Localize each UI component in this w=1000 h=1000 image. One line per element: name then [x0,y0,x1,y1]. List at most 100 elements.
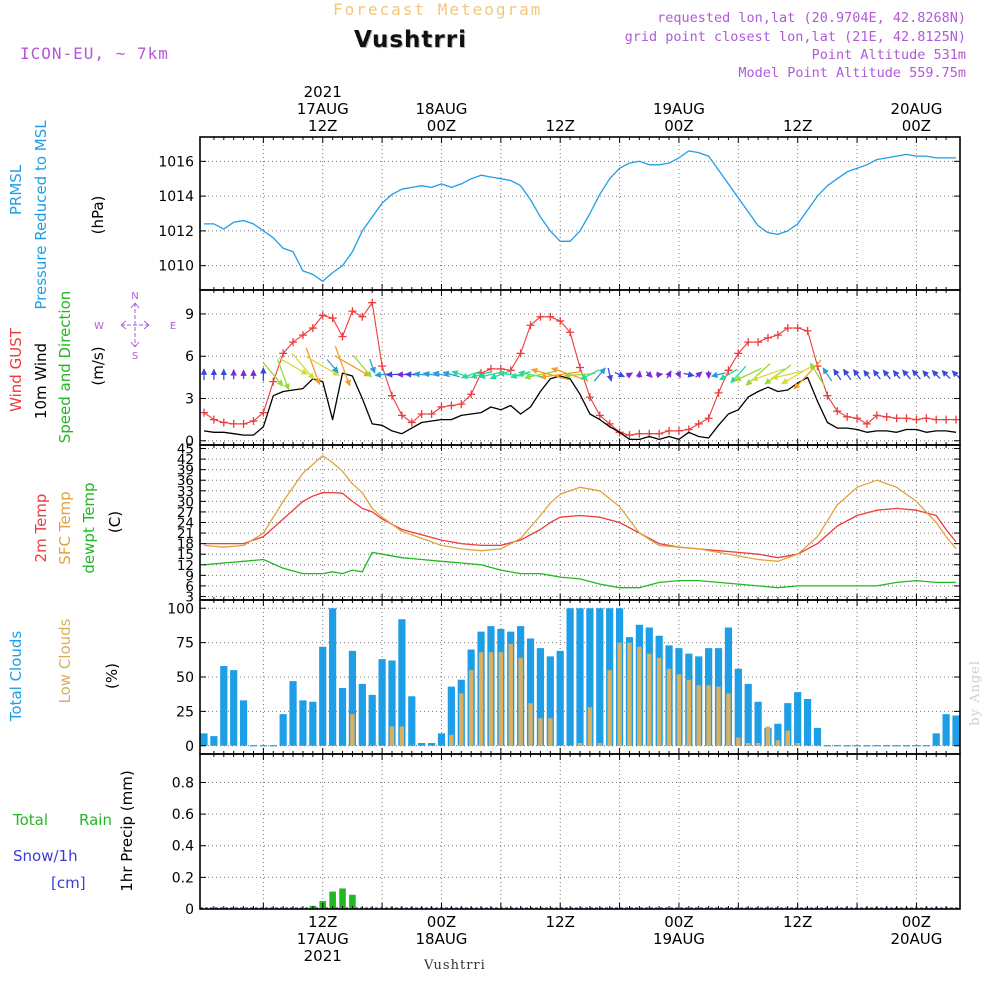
low-cloud-bar [389,726,395,746]
low-cloud-bar [647,653,652,746]
time-label-bottom: 18AUG [415,930,467,948]
wind-direction-arrow [941,370,951,379]
y-tick-label: 1014 [158,189,194,205]
label-prmsl: PRMSL [7,164,25,215]
requested-location: requested lon,lat (20.9704E, 42.8268N) [657,10,966,26]
wind-direction-arrow [902,369,911,380]
wind-direction-arrow [530,367,570,381]
total-cloud-bar [200,733,208,746]
time-label-top: 00Z [664,117,693,135]
total-cloud-bar [338,688,347,746]
label-hpa-unit: (hPa) [89,196,107,235]
rain-bar [349,894,356,909]
wind-direction-arrow [771,370,805,381]
gust-point [694,419,703,428]
total-cloud-bar [546,656,554,746]
label-dewpt-temp: dewpt Temp [80,482,98,573]
gust-point [378,362,387,371]
wind-direction-arrow [683,371,695,378]
wind-direction-arrow [539,371,581,380]
time-label-bottom: 00Z [902,913,931,931]
gust-point [744,338,753,347]
compass-arrowheads [120,302,150,348]
y-tick-label: 0 [185,434,194,450]
label-speed-direction: Speed and Direction [56,291,74,444]
wind-direction-arrow [291,352,315,380]
label-pressure: Pressure Reduced to MSL [32,120,50,310]
compass-e: E [170,321,176,332]
y-tick-label: 9 [185,568,194,584]
label-snow: Snow/1h [13,847,78,865]
gust-point [546,312,555,321]
wind-direction-arrow [710,371,726,379]
gust-point [724,366,733,375]
total-cloud-bar [289,681,297,746]
gust-point [576,363,584,372]
total-cloud-bar [526,638,535,746]
low-cloud-bar [350,714,355,746]
time-label-bottom: 17AUG [297,930,349,948]
time-label-top: 00Z [427,117,456,135]
time-label-bottom: 20AUG [890,930,942,948]
total-cloud-bar [784,703,792,746]
total-cloud-bar [803,699,812,746]
gust-point [556,317,565,325]
low-cloud-bar [686,679,692,746]
wind-direction-arrow [665,370,672,379]
wind-direction-arrow [385,371,398,378]
label-cm: [cm] [51,874,86,892]
total-cloud-bar [566,608,574,746]
gust-point [200,408,208,417]
total-cloud-bar [378,659,386,746]
low-cloud-bar [637,646,642,746]
gust-point [902,414,911,423]
gust-point [704,414,713,423]
city-title: Vushtrri [354,27,467,53]
wind-direction-arrow [734,367,762,382]
total-cloud-bar [388,660,396,746]
wind-direction-arrow [911,369,921,380]
low-cloud-bar [696,685,701,746]
time-label-bottom: 00Z [427,913,456,931]
gust-point [764,333,772,342]
wind-direction-arrow [606,367,614,382]
low-cloud-bar [765,726,771,746]
y-tick-label: 21 [177,526,194,542]
y-tick-label: 6 [185,579,194,595]
wind-direction-arrow [369,358,376,374]
gust-point [279,349,288,358]
low-cloud-bar [518,657,523,746]
wind-direction-arrow [625,372,633,379]
label-rain: Rain [79,811,112,829]
gust-point [298,331,307,340]
low-cloud-bar [538,718,543,746]
compass-s: S [132,351,138,362]
gust-point [447,401,456,410]
wind-direction-arrow [580,369,600,380]
wind-direction-arrow [278,357,308,375]
wind-direction-arrow [951,370,961,379]
total-cloud-bar [744,683,752,746]
total-cloud-bar [358,683,366,746]
y-tick-label: 18 [177,537,194,553]
total-cloud-bar [724,627,733,746]
y-tick-label: 45 [177,442,194,458]
y-tick-label: 0.8 [172,775,194,791]
rain-bar [339,888,346,909]
gust-point [397,411,406,420]
time-label-bottom: 00Z [664,913,693,931]
wind-direction-arrow [655,371,664,379]
low-cloud-bar [607,670,612,746]
wind-direction-arrow [809,362,826,387]
time-label-bottom: 12Z [308,913,337,931]
y-tick-label: 33 [177,484,194,500]
gust-point [516,349,525,358]
wind-direction-arrow [745,363,771,386]
gust-point [566,328,575,337]
label-wind-gust: Wind GUST [7,327,25,412]
time-label-top: 12Z [546,117,575,135]
low-cloud-bar [577,743,583,746]
total-cloud-bar [309,701,317,746]
label-sfc-temp: SFC Temp [56,491,74,564]
